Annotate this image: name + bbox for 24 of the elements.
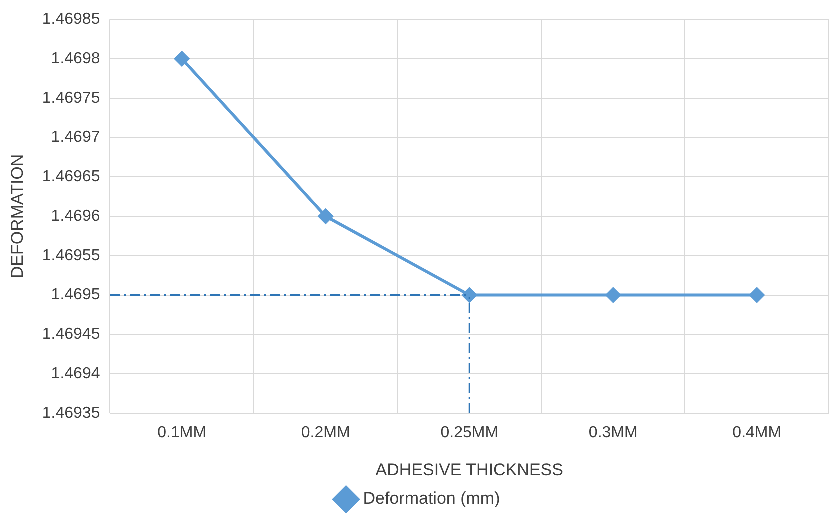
y-tick-label: 1.4695 [51,286,100,304]
x-tick-label: 0.4MM [732,424,782,442]
y-axis-title: DEFORMATION [8,154,27,279]
y-tick-label: 1.46945 [42,326,100,344]
point [462,288,478,303]
point [174,51,190,66]
point [606,288,621,303]
x-tick-label: 0.2MM [301,424,350,442]
y-tick-label: 1.46935 [42,404,100,422]
y-tick-label: 1.4696 [51,208,100,225]
x-axis-title: ADHESIVE THICKNESS [376,460,564,480]
y-tick-label: 1.4694 [51,365,100,382]
point [750,288,765,303]
y-tick-label: 1.46985 [42,11,100,28]
x-tick-label: 0.25MM [440,424,499,442]
x-tick-label: 0.3MM [588,424,638,442]
y-tick-label: 1.46955 [42,247,100,264]
y-tick-label: 1.4697 [51,129,100,146]
y-tick-label: 1.46965 [42,168,100,186]
x-tick-label: 0.1MM [158,424,207,442]
y-tick-label: 1.46975 [42,90,100,107]
legend-label: Deformation (mm) [363,489,500,508]
y-tick-label: 1.4698 [51,50,100,68]
point [318,209,334,224]
